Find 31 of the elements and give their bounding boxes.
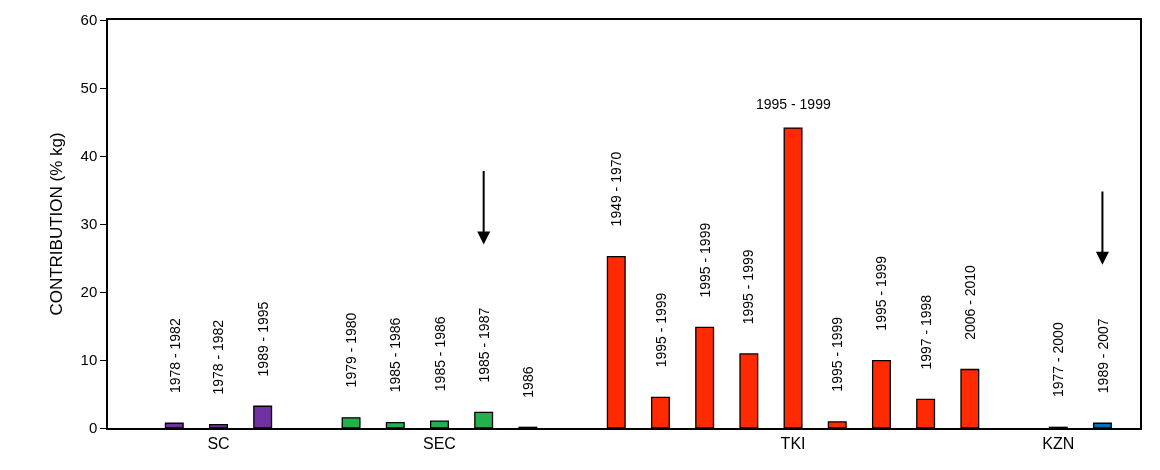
y-tick-label: 10	[80, 351, 98, 369]
annotation: 1949 - 1970	[608, 151, 625, 227]
annotation: 1978 - 1982	[166, 318, 183, 394]
annotation: 1986	[520, 366, 537, 398]
y-tick-label: 20	[80, 283, 98, 301]
annotation: 1985 - 1986	[431, 316, 448, 392]
annotation: 1979 - 1980	[342, 312, 359, 388]
y-tick-label: 30	[80, 215, 98, 233]
annotation: 1995 - 1999	[740, 249, 757, 325]
y-tick-label: 50	[80, 79, 98, 97]
x-tick-label: TKI	[780, 434, 806, 452]
y-axis-title: CONTRIBUTION (% kg)	[46, 132, 66, 316]
annotation: 2006 - 2010	[961, 264, 978, 340]
x-tick-label: KZN	[1042, 434, 1075, 452]
y-tick-label: 40	[80, 147, 98, 165]
annotation: 1985 - 1986	[387, 317, 404, 393]
annotation: 1978 - 1982	[210, 319, 227, 395]
annotation: 1985 - 1987	[475, 307, 492, 383]
annotation: 1997 - 1998	[917, 294, 934, 370]
annotation: 1995 - 1999	[652, 292, 669, 368]
x-tick-label: SC	[207, 434, 230, 452]
y-tick-label: 0	[88, 419, 98, 437]
annotation: 1995 - 1999	[756, 96, 831, 112]
annotation: 1989 - 2007	[1094, 318, 1111, 394]
x-tick-label: SEC	[423, 434, 456, 452]
annotation: 1989 - 1995	[254, 301, 271, 377]
annotation: 1977 - 2000	[1050, 322, 1067, 398]
annotation: 1995 - 1999	[828, 316, 845, 392]
annotation: 1995 - 1999	[873, 255, 890, 331]
y-tick-label: 60	[80, 11, 98, 29]
annotation: 1995 - 1999	[696, 222, 713, 298]
